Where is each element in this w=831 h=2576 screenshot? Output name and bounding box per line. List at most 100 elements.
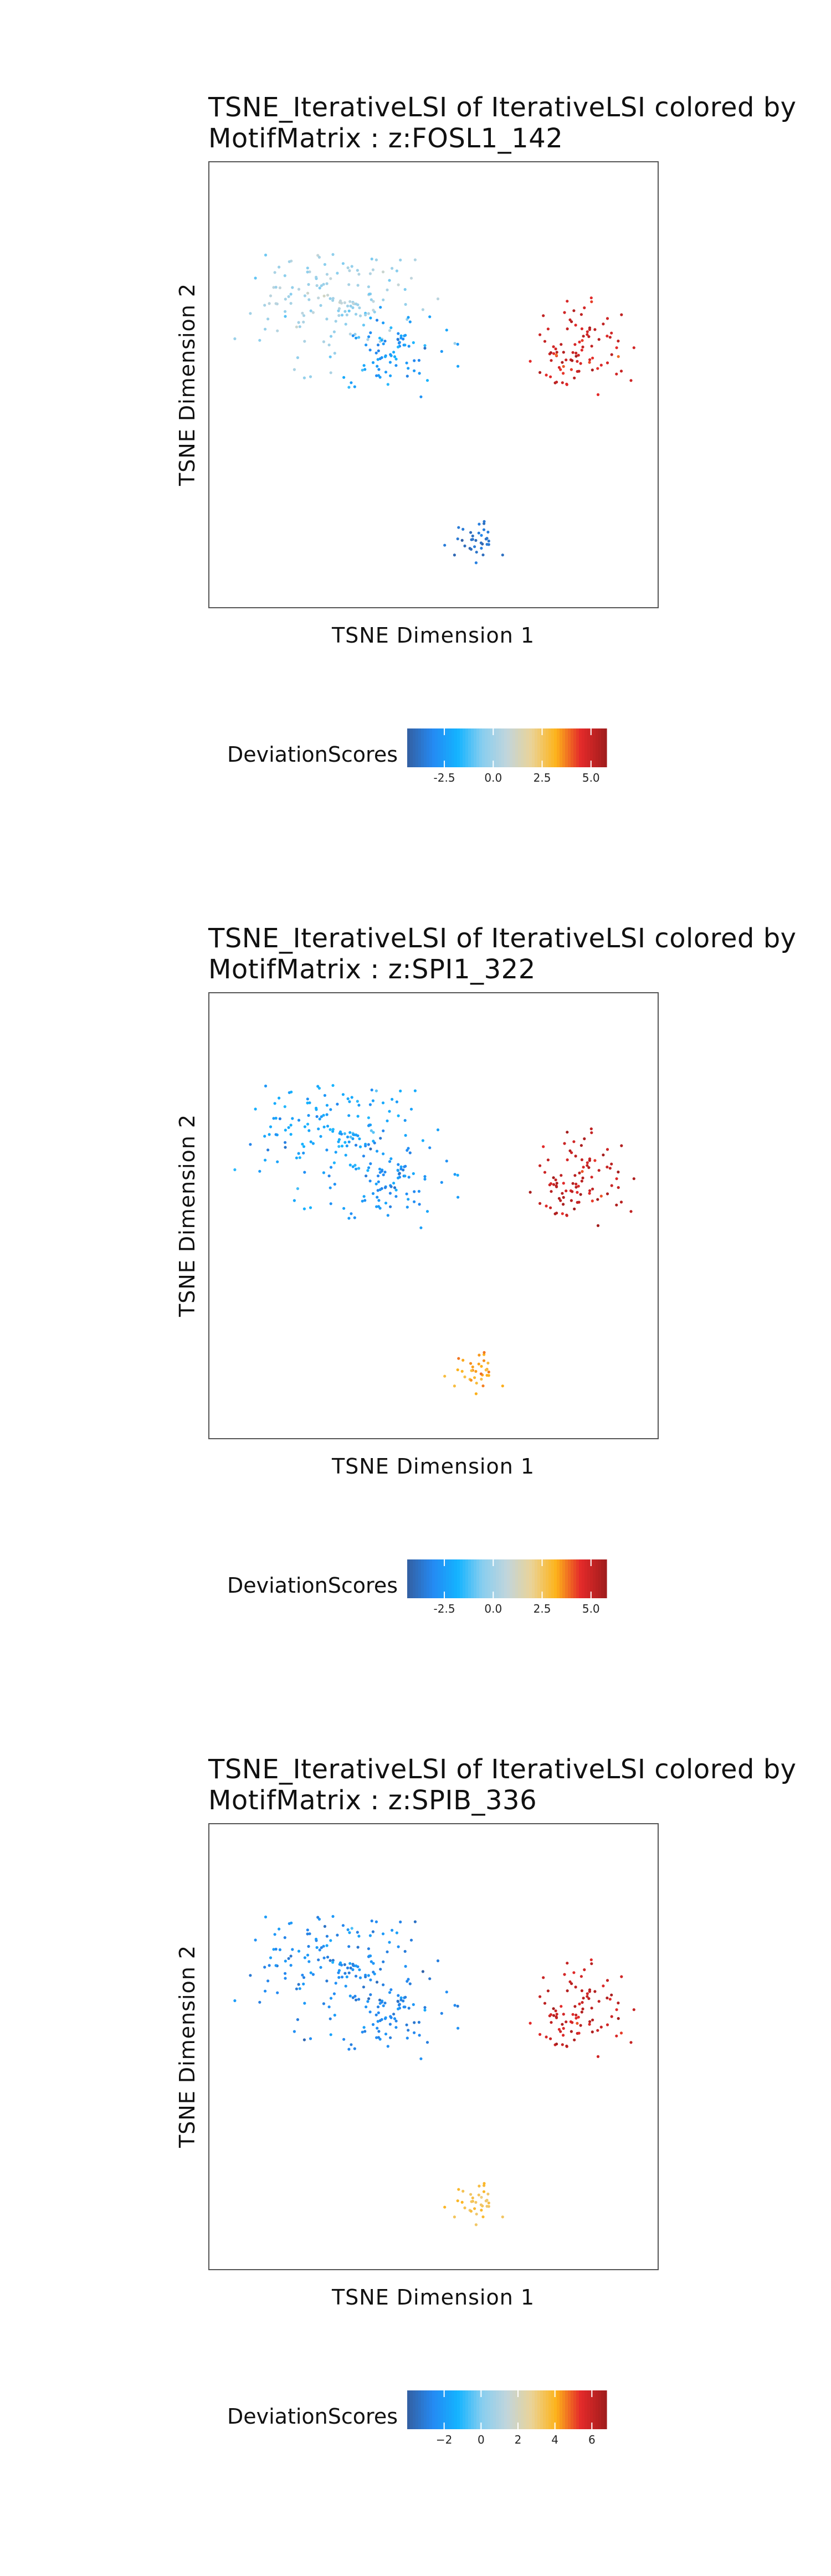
scatter-point (273, 1933, 276, 1936)
colorbar-segment (485, 2390, 488, 2429)
scatter-point (485, 1374, 489, 1377)
scatter-point (329, 355, 332, 358)
colorbar-segment (418, 1559, 422, 1598)
scatter-point (233, 337, 237, 341)
scatter-point (320, 284, 323, 288)
scatter-point (389, 374, 392, 377)
scatter-point (397, 1994, 400, 1997)
scatter-point (413, 1200, 416, 1203)
scatter-point (591, 368, 594, 372)
scatter-point (543, 1171, 547, 1174)
scatter-point (323, 1094, 326, 1097)
scatter-point (565, 2020, 568, 2024)
scatter-point (375, 1980, 379, 1984)
scatter-point (460, 1369, 464, 1373)
scatter-point (580, 327, 583, 331)
scatter-point (264, 1915, 268, 1918)
scatter-point (388, 1110, 391, 1113)
scatter-point (315, 284, 319, 288)
scatter-point (403, 1949, 407, 1953)
scatter-point (562, 372, 565, 375)
scatter-point (562, 1195, 565, 1199)
scatter-point (577, 2031, 581, 2035)
scatter-point (317, 1127, 320, 1131)
scatter-point (295, 325, 298, 329)
scatter-point (289, 1123, 293, 1127)
colorbar-segment (421, 1559, 424, 1598)
scatter-point (287, 1126, 290, 1129)
scatter-point (419, 395, 423, 398)
scatter-point (406, 2036, 409, 2040)
scatter-point (606, 361, 609, 365)
colorbar-segment (501, 1559, 505, 1598)
scatter-point (590, 1962, 593, 1966)
scatter-point (632, 2008, 635, 2011)
scatter-point (456, 2026, 460, 2030)
scatter-point (486, 2192, 490, 2196)
scatter-point (307, 1960, 311, 1963)
scatter-point (369, 331, 372, 335)
scatter-point (557, 366, 561, 369)
colorbar-segment (410, 728, 413, 767)
colorbar-segment (468, 2390, 471, 2429)
scatter-point (578, 2002, 581, 2005)
scatter-point (353, 332, 357, 336)
scatter-point (484, 2199, 488, 2203)
scatter-point (617, 2017, 620, 2020)
scatter-point (423, 1175, 427, 1178)
scatter-point (602, 322, 605, 326)
colorbar-segment (493, 728, 496, 767)
scatter-point (389, 1205, 392, 1208)
scatter-point (306, 291, 310, 295)
scatter-point (554, 1178, 557, 1182)
scatter-point (501, 1384, 504, 1388)
colorbar-segment (438, 1559, 441, 1598)
scatter-point (588, 358, 592, 361)
scatter-point (456, 1195, 460, 1199)
scatter-point (483, 1353, 486, 1356)
scatter-point (378, 1167, 382, 1171)
scatter-point (295, 1987, 298, 1990)
scatter-point (572, 1140, 576, 1143)
scatter-point (337, 1975, 341, 1979)
colorbar-segment (518, 2390, 521, 2429)
scatter-point (619, 1200, 623, 1204)
scatter-point (302, 1145, 306, 1148)
colorbar-segment (463, 2390, 466, 2429)
scatter-point (289, 302, 293, 305)
scatter-point (302, 376, 306, 379)
scatter-point (382, 1960, 385, 1963)
scatter-point (357, 273, 361, 276)
scatter-point (591, 356, 594, 360)
colorbar-segment (579, 1559, 582, 1598)
scatter-point (309, 309, 312, 312)
scatter-point (588, 2023, 591, 2026)
scatter-point (379, 306, 382, 309)
colorbar-segment (521, 728, 524, 767)
scatter-point (347, 2048, 351, 2051)
scatter-point (577, 1200, 581, 1204)
scatter-point (473, 1376, 476, 1379)
scatter-point (362, 2026, 366, 2029)
scatter-point (418, 2034, 421, 2037)
scatter-point (549, 351, 553, 355)
scatter-point (574, 1182, 578, 1186)
colorbar-segment (543, 2390, 546, 2429)
scatter-point (460, 2200, 464, 2204)
scatter-point (337, 309, 340, 312)
scatter-point (394, 2019, 398, 2023)
scatter-point (342, 376, 346, 379)
colorbar-tick-label: 2.5 (534, 771, 551, 784)
scatter-point (552, 2007, 555, 2010)
scatter-point (315, 1937, 318, 1941)
scatter-point (587, 335, 591, 338)
scatter-point (283, 1105, 286, 1109)
scatter-point (572, 1971, 576, 1974)
colorbar-segment (524, 1559, 527, 1598)
scatter-point (574, 355, 578, 358)
colorbar-segment (438, 2390, 441, 2429)
colorbar-segment (548, 2390, 552, 2429)
scatter-point (333, 352, 336, 355)
colorbar-segment (512, 1559, 516, 1598)
scatter-point (348, 1131, 352, 1134)
